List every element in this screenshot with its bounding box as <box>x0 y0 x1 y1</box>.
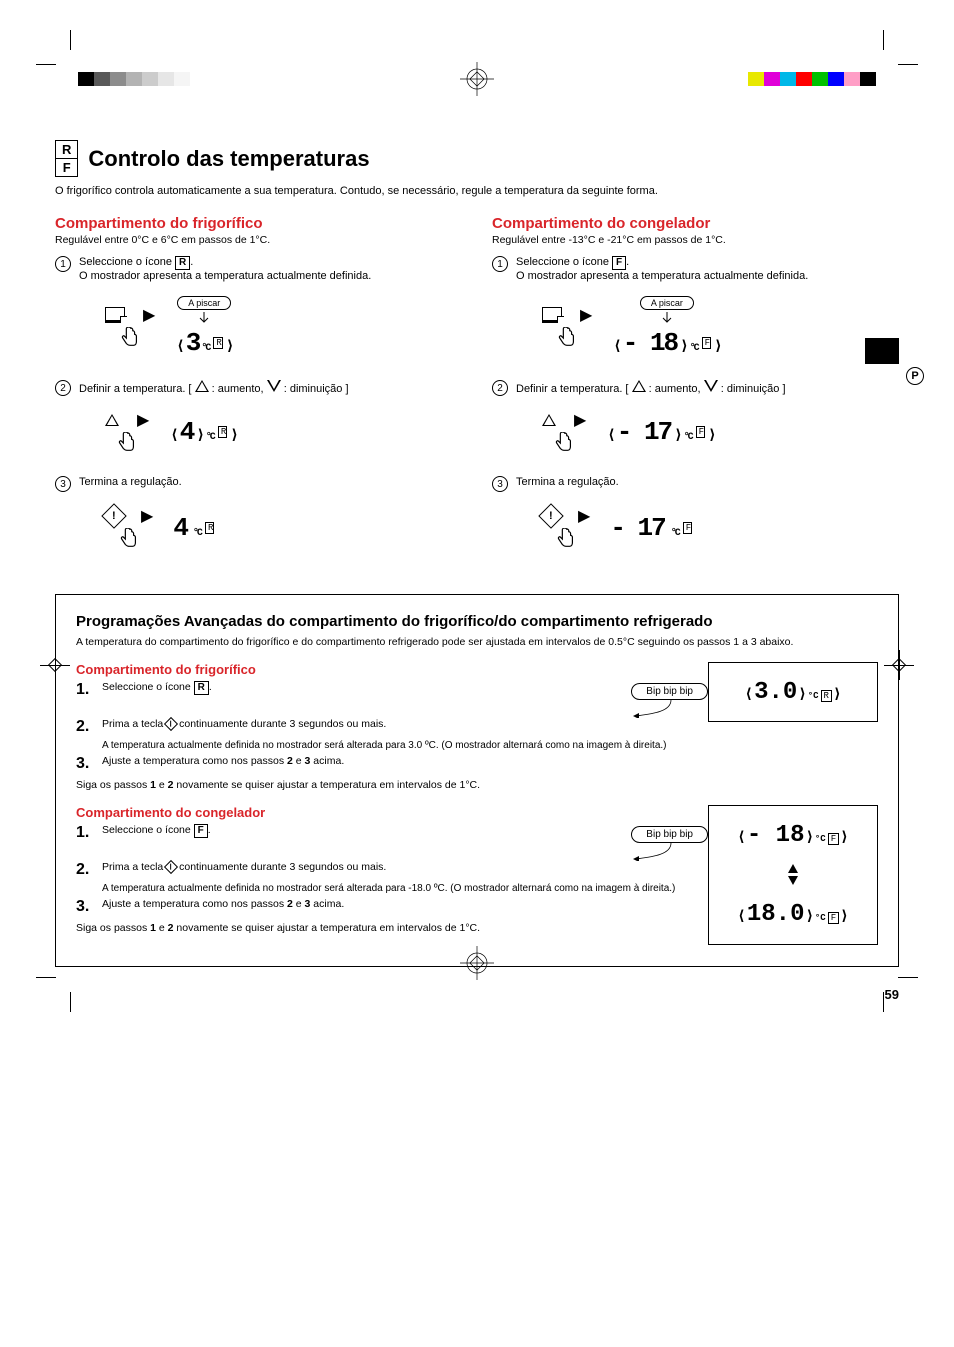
fridge-diagram-3: ▶ 4°CR <box>105 506 462 550</box>
step-number: 3 <box>55 476 71 492</box>
adv-fridge-display: ⟨3.0⟩°CR⟩ <box>708 662 878 722</box>
hand-icon <box>553 432 575 454</box>
freezer-diagram-3: ▶ - 17°CF <box>542 506 899 550</box>
fridge-range: Regulável entre 0°C e 6°C em passos de 1… <box>55 234 462 246</box>
triangle-up-icon <box>632 380 646 392</box>
freezer-diagram-2: ▶ ⟨- 17⟩°CF⟩ <box>542 410 899 454</box>
step-number: 1 <box>55 256 71 272</box>
freezer-step1: Seleccione o ícone F. O mostrador aprese… <box>516 256 899 282</box>
freezer-display-3: - 17°CF <box>610 513 692 543</box>
hand-icon <box>116 432 138 454</box>
arrow-icon: ▶ <box>580 305 592 325</box>
hand-icon <box>118 528 140 550</box>
arrow-icon: ▶ <box>141 506 153 526</box>
adv-fridge-s3: Ajuste a temperatura como nos passos 2 e… <box>102 755 708 773</box>
triangle-down-icon <box>704 380 718 392</box>
step-number: 1 <box>492 256 508 272</box>
arrow-icon: ▶ <box>574 410 586 430</box>
fridge-display-3: 4°CR <box>173 513 214 543</box>
enter-icon <box>101 503 126 528</box>
freezer-range: Regulável entre -13°C e -21°C em passos … <box>492 234 899 246</box>
adv-fridge-title: Compartimento do frigorífico <box>76 662 708 677</box>
adv-freezer-s2-note: A temperatura actualmente definida no mo… <box>102 883 708 894</box>
fridge-step2: Definir a temperatura. [ : aumento, : di… <box>79 380 462 396</box>
advanced-settings-box: Programações Avançadas do compartimento … <box>55 594 899 967</box>
advanced-desc: A temperatura do compartimento do frigor… <box>76 636 878 648</box>
intro-text: O frigorífico controla automaticamente a… <box>55 185 899 197</box>
list-number: 2. <box>76 861 94 879</box>
triangle-up-icon <box>105 414 119 426</box>
list-number: 1. <box>76 681 94 699</box>
fridge-diagram-1: ▶ A piscar ⟨3°CR⟩ <box>105 296 462 358</box>
fridge-step1: Seleccione o ícone R. O mostrador aprese… <box>79 256 462 282</box>
enter-icon <box>538 503 563 528</box>
arrow-down-icon <box>661 312 673 326</box>
blink-label: A piscar <box>177 296 231 310</box>
arrow-icon: ▶ <box>137 410 149 430</box>
adv-fridge-s2: Prima a tecla continuamente durante 3 se… <box>102 718 708 736</box>
page-title: Controlo das temperaturas <box>88 146 369 172</box>
advanced-title: Programações Avançadas do compartimento … <box>76 613 878 630</box>
adv-freezer-follow: Siga os passos 1 e 2 novamente se quiser… <box>76 922 708 934</box>
freezer-title: Compartimento do congelador <box>492 215 899 232</box>
adv-freezer-s2: Prima a tecla continuamente durante 3 se… <box>102 861 708 879</box>
adv-fridge-s2-note: A temperatura actualmente definida no mo… <box>102 740 708 751</box>
hand-icon <box>119 327 141 349</box>
hand-icon <box>555 528 577 550</box>
blink-label: A piscar <box>640 296 694 310</box>
arrow-icon: ▶ <box>578 506 590 526</box>
letter-r-box: R <box>175 256 190 270</box>
arrow-down-icon <box>198 312 210 326</box>
freezer-diagram-1: ▶ A piscar ⟨- 18⟩°CF⟩ <box>542 296 899 358</box>
triangle-up-icon <box>195 380 209 392</box>
rf-icon-f: F <box>56 159 77 176</box>
triangle-down-icon <box>267 380 281 392</box>
fridge-display-2: ⟨4⟩°CR⟩ <box>169 417 237 447</box>
fridge-step3: Termina a regulação. <box>79 476 462 492</box>
adv-freezer-s3: Ajuste a temperatura como nos passos 2 e… <box>102 898 708 916</box>
freezer-display-1: ⟨- 18⟩°CF⟩ <box>612 328 721 358</box>
list-number: 1. <box>76 824 94 842</box>
connector-line <box>521 843 701 861</box>
freezer-display-2: ⟨- 17⟩°CF⟩ <box>606 417 715 447</box>
screen-icon <box>542 307 562 323</box>
freezer-step3: Termina a regulação. <box>516 476 899 492</box>
bip-label: Bip bip bip <box>631 826 708 843</box>
updown-arrow-icon <box>787 864 799 885</box>
freezer-step2: Definir a temperatura. [ : aumento, : di… <box>516 380 899 396</box>
fridge-title: Compartimento do frigorífico <box>55 215 462 232</box>
fridge-diagram-2: ▶ ⟨4⟩°CR⟩ <box>105 410 462 454</box>
step-number: 2 <box>55 380 71 396</box>
hand-icon <box>556 327 578 349</box>
screen-icon <box>105 307 125 323</box>
rf-icon: R F <box>55 140 78 177</box>
bip-label: Bip bip bip <box>631 683 708 700</box>
list-number: 3. <box>76 755 94 773</box>
list-number: 3. <box>76 898 94 916</box>
adv-fridge-follow: Siga os passos 1 e 2 novamente se quiser… <box>76 779 708 791</box>
rf-icon-r: R <box>56 141 77 159</box>
adv-freezer-s1: Seleccione o ícone F. <box>102 824 521 842</box>
step-number: 3 <box>492 476 508 492</box>
triangle-up-icon <box>542 414 556 426</box>
step-number: 2 <box>492 380 508 396</box>
adv-freezer-display: ⟨- 18⟩°CF⟩ ⟨18.0⟩°CF⟩ <box>708 805 878 945</box>
arrow-icon: ▶ <box>143 305 155 325</box>
enter-icon <box>164 717 178 731</box>
enter-icon <box>164 860 178 874</box>
adv-fridge-s1: Seleccione o ícone R. <box>102 681 521 699</box>
list-number: 2. <box>76 718 94 736</box>
fridge-display-1: ⟨3°CR⟩ <box>175 328 233 358</box>
page-number: 59 <box>55 987 899 1002</box>
adv-freezer-title: Compartimento do congelador <box>76 805 708 820</box>
connector-line <box>521 700 701 718</box>
letter-f-box: F <box>612 256 626 270</box>
